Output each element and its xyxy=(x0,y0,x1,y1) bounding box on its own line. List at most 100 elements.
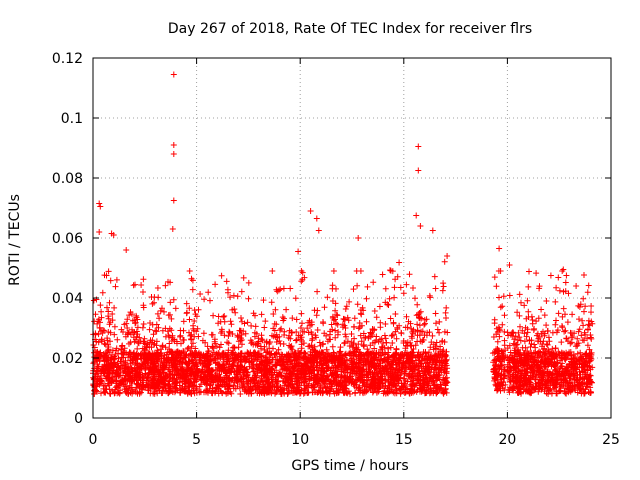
data-point xyxy=(309,335,316,342)
data-point xyxy=(238,315,244,321)
data-point xyxy=(105,315,112,322)
data-point xyxy=(305,329,312,336)
data-point xyxy=(154,285,161,291)
data-point xyxy=(585,282,592,289)
data-point xyxy=(363,318,370,325)
data-point xyxy=(329,343,336,350)
data-point xyxy=(549,345,556,352)
data-point xyxy=(434,326,441,333)
data-point xyxy=(391,294,398,301)
data-point xyxy=(440,283,447,290)
data-point xyxy=(588,303,595,309)
data-point xyxy=(535,315,542,322)
data-point xyxy=(332,327,339,334)
data-point xyxy=(342,306,349,312)
data-point xyxy=(376,303,383,310)
data-point xyxy=(414,301,421,308)
data-point xyxy=(170,296,177,303)
data-point xyxy=(432,310,439,317)
data-point xyxy=(433,320,439,327)
data-point xyxy=(299,320,305,327)
data-point xyxy=(98,308,105,315)
data-point xyxy=(354,282,361,289)
data-point xyxy=(314,327,321,333)
data-point xyxy=(221,313,228,319)
data-point xyxy=(558,339,565,346)
data-point xyxy=(569,311,576,318)
data-point xyxy=(432,285,439,292)
data-point xyxy=(240,274,247,281)
data-point xyxy=(552,321,559,328)
data-point xyxy=(555,274,562,281)
data-point xyxy=(371,345,378,352)
data-point xyxy=(245,279,252,286)
data-point xyxy=(218,272,225,279)
data-point xyxy=(538,306,545,313)
data-point xyxy=(325,364,332,370)
data-point xyxy=(378,343,385,350)
data-point xyxy=(138,282,145,288)
data-point xyxy=(109,311,116,317)
data-point xyxy=(497,304,504,311)
chart-title: Day 267 of 2018, Rate Of TEC Index for r… xyxy=(168,21,532,37)
data-point xyxy=(397,284,404,291)
data-point xyxy=(92,331,99,338)
data-point xyxy=(293,336,300,343)
data-point xyxy=(225,340,232,347)
data-point xyxy=(232,309,239,316)
data-point xyxy=(113,276,120,283)
data-point xyxy=(364,283,371,290)
data-point xyxy=(333,285,339,292)
data-point xyxy=(553,317,559,324)
data-point xyxy=(350,286,357,293)
data-point xyxy=(284,391,291,397)
data-point xyxy=(183,300,190,307)
data-point xyxy=(529,317,536,323)
data-points xyxy=(90,71,596,397)
data-point xyxy=(187,332,194,339)
data-point xyxy=(258,311,265,318)
data-point xyxy=(556,287,563,294)
data-point xyxy=(258,345,264,352)
data-point xyxy=(197,291,204,297)
data-point xyxy=(363,295,370,302)
data-point xyxy=(553,284,560,291)
data-point xyxy=(273,339,280,345)
data-point xyxy=(533,318,540,325)
data-point xyxy=(314,288,321,295)
data-point xyxy=(584,289,591,296)
data-point xyxy=(441,258,448,265)
data-point xyxy=(111,323,118,330)
data-point xyxy=(525,283,532,290)
data-point xyxy=(210,312,217,319)
data-point xyxy=(162,282,169,289)
data-point xyxy=(212,281,219,288)
data-point xyxy=(261,324,268,331)
data-point xyxy=(436,318,443,325)
data-point xyxy=(533,270,540,277)
data-point xyxy=(146,326,153,333)
data-point xyxy=(227,294,234,301)
data-point xyxy=(324,294,331,301)
data-point xyxy=(491,274,498,281)
data-point xyxy=(543,322,550,329)
data-point xyxy=(140,321,147,327)
data-point xyxy=(443,304,450,311)
data-point xyxy=(383,339,390,346)
data-point xyxy=(208,331,215,338)
data-point xyxy=(559,268,566,274)
data-point xyxy=(244,319,251,326)
data-point xyxy=(532,344,539,351)
data-point xyxy=(578,332,585,339)
data-point xyxy=(406,271,413,278)
data-point xyxy=(524,297,531,304)
data-point xyxy=(351,315,358,322)
data-point xyxy=(496,294,502,301)
data-point xyxy=(112,283,119,290)
data-point xyxy=(207,297,213,304)
data-point xyxy=(573,283,580,289)
data-point xyxy=(541,312,548,319)
data-point xyxy=(136,334,143,341)
data-point xyxy=(354,301,361,308)
